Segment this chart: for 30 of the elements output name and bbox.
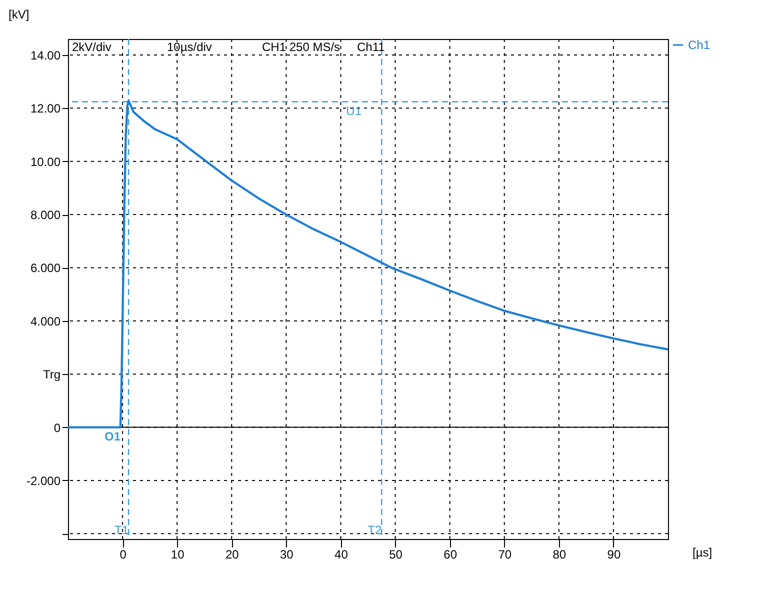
annotation: 2kV/div — [72, 40, 112, 54]
x-tick-label: 80 — [552, 548, 566, 562]
x-tick-label: 40 — [334, 548, 348, 562]
y-tick-label: 10.00 — [30, 154, 61, 169]
y-axis-title: [kV] — [8, 8, 30, 22]
x-tick-label: 10 — [170, 548, 185, 562]
x-tick-label: 20 — [225, 548, 240, 562]
x-tick-label: 50 — [389, 548, 403, 562]
ref-line-label: T2 — [368, 523, 382, 537]
annotation: Ch11 — [357, 40, 386, 54]
x-tick-label: 60 — [444, 548, 458, 562]
annotation: O1 — [104, 429, 121, 444]
y-tick-label: 8.000 — [30, 208, 61, 222]
y-tick-label: Trg — [42, 368, 60, 382]
ref-line-label: U1 — [346, 104, 362, 118]
annotation: CH1 250 MS/s — [262, 40, 340, 54]
x-tick-label: 90 — [607, 548, 621, 562]
y-tick-label: 14.00 — [30, 48, 61, 62]
x-tick-label: 70 — [498, 548, 512, 562]
y-tick-label: 6.000 — [30, 261, 61, 276]
y-tick-label: 0 — [54, 420, 61, 435]
y-tick-label: 12.00 — [30, 102, 61, 116]
y-tick-label: 4.000 — [30, 314, 61, 328]
x-tick-label: 0 — [120, 548, 127, 562]
annotation: 10µs/div — [167, 40, 212, 54]
ref-line-label: T1 — [114, 523, 129, 537]
x-tick-label: 30 — [280, 548, 294, 562]
y-tick-label: -2.000 — [26, 474, 61, 488]
x-axis-title: [µs] — [692, 546, 712, 560]
legend-label: Ch1 — [688, 38, 710, 52]
